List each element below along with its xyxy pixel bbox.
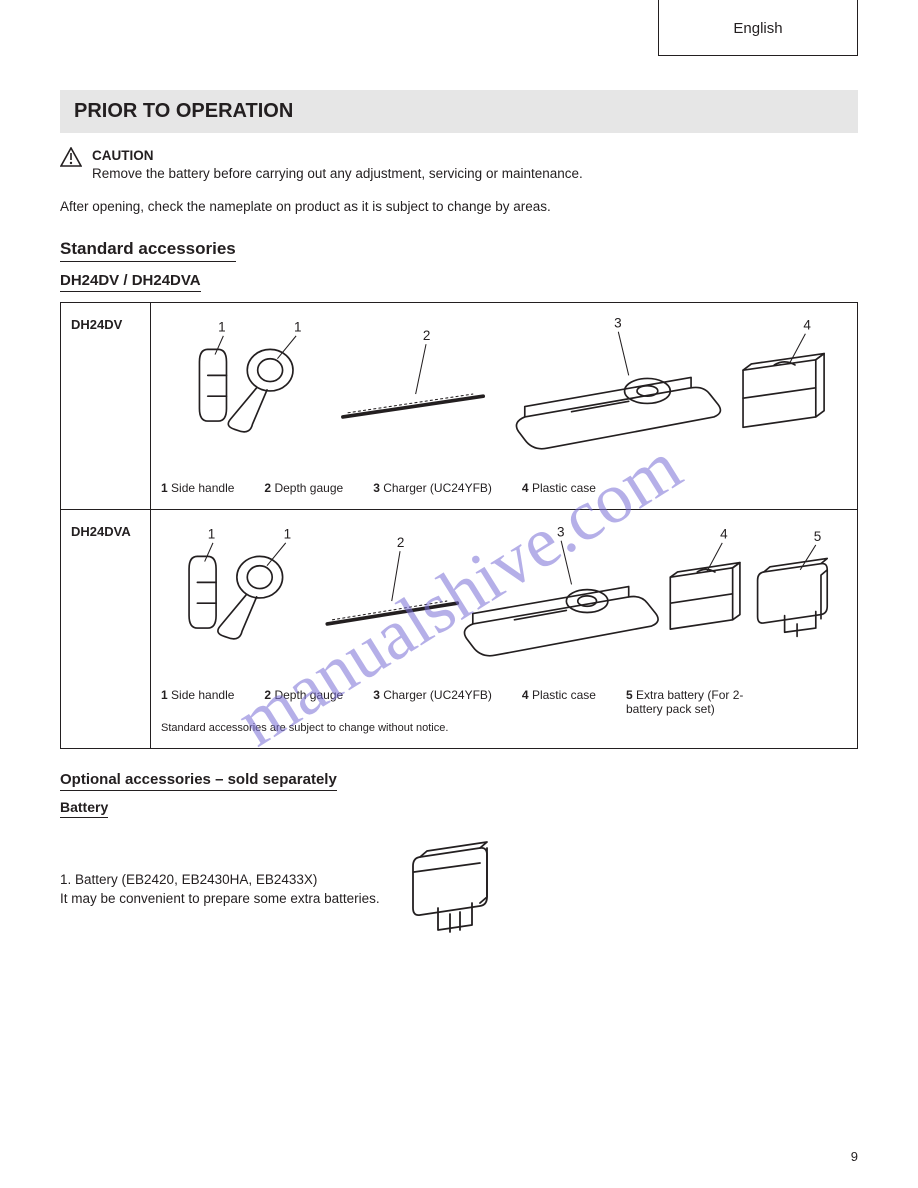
accessories-title: Standard accessories (60, 239, 236, 262)
table-row: DH24DVA (61, 510, 858, 749)
label-5: 5 Extra battery (For 2-battery pack set) (626, 688, 776, 716)
language-label: English (733, 20, 782, 37)
battery-spec-row: 1. Battery (EB2420, EB2430HA, EB2433X) I… (60, 832, 858, 947)
battery-spec-text: 1. Battery (EB2420, EB2430HA, EB2433X) I… (60, 871, 380, 909)
label-3: 3 Charger (UC24YFB) (373, 688, 492, 716)
svg-text:1: 1 (284, 527, 292, 542)
svg-text:3: 3 (614, 316, 622, 331)
svg-text:1: 1 (208, 527, 216, 542)
page-number: 9 (851, 1149, 858, 1164)
label-3: 3 Charger (UC24YFB) (373, 481, 492, 495)
battery-icon (400, 832, 510, 947)
label-4: 4 Plastic case (522, 481, 596, 495)
svg-text:2: 2 (423, 328, 431, 343)
caution-row: CAUTION Remove the battery before carryi… (60, 147, 858, 183)
table-row: DH24DV (61, 303, 858, 510)
optional-title: Optional accessories – sold separately (60, 771, 337, 791)
svg-text:3: 3 (557, 525, 565, 540)
svg-text:4: 4 (720, 527, 728, 542)
accessory-diagram: 1 1 2 3 4 5 (161, 520, 847, 680)
accessories-table: DH24DV (60, 302, 858, 749)
svg-text:1: 1 (294, 320, 302, 335)
section-header-text: PRIOR TO OPERATION (74, 100, 293, 122)
label-row: 1 Side handle 2 Depth gauge 3 Charger (U… (161, 481, 847, 495)
model-label: DH24DVA (71, 524, 131, 539)
label-1: 1 Side handle (161, 481, 234, 495)
label-2: 2 Depth gauge (264, 688, 343, 716)
svg-text:2: 2 (397, 535, 405, 550)
svg-text:1: 1 (218, 320, 226, 335)
model-label: DH24DV (71, 317, 122, 332)
page: English PRIOR TO OPERATION CAUTION Remov… (0, 0, 918, 1188)
caution-body: Remove the battery before carrying out a… (92, 166, 583, 181)
label-row: 1 Side handle 2 Depth gauge 3 Charger (U… (161, 688, 847, 716)
label-1: 1 Side handle (161, 688, 234, 716)
acc-footnote: Standard accessories are subject to chan… (161, 722, 847, 734)
intro-paragraph: After opening, check the nameplate on pr… (60, 197, 858, 217)
optional-subtitle: Battery (60, 799, 108, 818)
svg-text:4: 4 (803, 318, 811, 333)
section-header: PRIOR TO OPERATION (60, 90, 858, 133)
svg-text:5: 5 (814, 529, 822, 544)
model-cell: DH24DVA (61, 510, 151, 749)
warning-triangle-icon (60, 147, 82, 167)
accessory-diagram: 1 1 2 3 4 (161, 313, 847, 473)
label-4: 4 Plastic case (522, 688, 596, 716)
language-tab: English (658, 0, 858, 56)
intro-text: After opening, check the nameplate on pr… (60, 199, 551, 214)
picture-cell: 1 1 2 3 4 5 1 Side handle 2 Depth gauge … (151, 510, 858, 749)
picture-cell: 1 1 2 3 4 1 Side handle 2 Depth gauge 3 … (151, 303, 858, 510)
accessories-subtitle: DH24DV / DH24DVA (60, 272, 201, 292)
caution-label: CAUTION (92, 148, 154, 163)
label-2: 2 Depth gauge (264, 481, 343, 495)
model-cell: DH24DV (61, 303, 151, 510)
caution-text: CAUTION Remove the battery before carryi… (92, 147, 583, 183)
